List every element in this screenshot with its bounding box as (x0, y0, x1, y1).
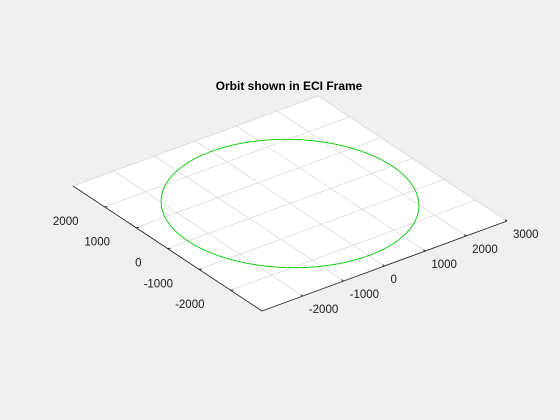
chart-title: Orbit shown in ECI Frame (216, 79, 363, 93)
x-tick-label: 2000 (472, 244, 498, 256)
x-tick-mark (423, 249, 426, 252)
x-tick-label: 3000 (513, 229, 539, 241)
orbit-series-line (160, 138, 420, 269)
x-tick-mark (382, 264, 385, 267)
y-tick-label: 1000 (84, 237, 110, 249)
grid-line-y (104, 116, 350, 208)
y-tick-label: 2000 (53, 216, 79, 228)
x-tick-mark (300, 294, 304, 297)
orbit-layer (160, 138, 420, 269)
x-tick-label: 0 (391, 274, 397, 286)
plane-edge-back-right (317, 95, 508, 222)
x-tick-label: 1000 (431, 259, 457, 271)
y-tick-label: -2000 (175, 299, 204, 311)
plane-edge-back-left (72, 95, 319, 187)
x-tick-label: -2000 (309, 304, 338, 316)
grid (72, 95, 508, 297)
y-tick-label: -1000 (144, 278, 173, 290)
y-tick-label: 0 (135, 258, 141, 270)
x-tick-mark (504, 219, 508, 222)
x-tick-mark (463, 234, 467, 237)
x-tick-label: -1000 (350, 289, 379, 301)
x-tick-mark (341, 279, 344, 282)
axes: -2000-10000100020003000-2000-10000100020… (53, 185, 539, 316)
